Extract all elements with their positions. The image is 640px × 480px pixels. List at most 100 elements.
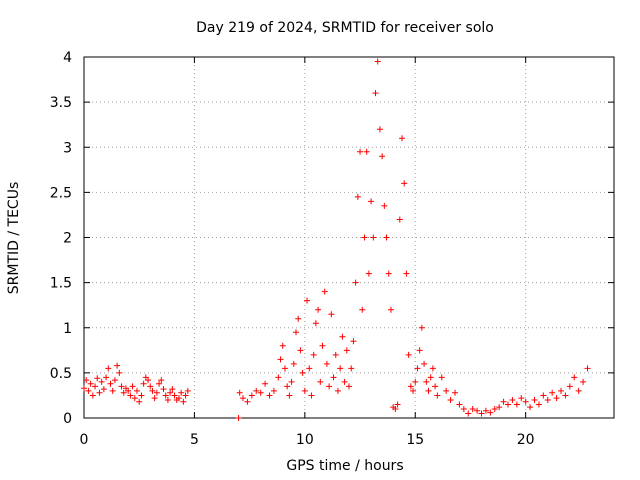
data-point bbox=[361, 234, 368, 241]
data-point bbox=[105, 365, 112, 372]
data-series bbox=[81, 58, 591, 421]
data-point bbox=[381, 202, 388, 209]
chart-title: Day 219 of 2024, SRMTID for receiver sol… bbox=[196, 20, 494, 36]
data-point bbox=[482, 407, 489, 414]
y-tick-label: 4 bbox=[63, 50, 72, 66]
data-point bbox=[509, 396, 516, 403]
data-point bbox=[505, 401, 511, 408]
data-point bbox=[427, 374, 434, 381]
data-point bbox=[284, 383, 291, 390]
x-tick-label: 10 bbox=[296, 432, 314, 448]
data-point bbox=[304, 297, 311, 304]
data-point bbox=[474, 407, 481, 414]
data-point bbox=[575, 387, 582, 394]
data-point bbox=[134, 387, 140, 394]
data-point bbox=[109, 387, 116, 394]
data-point bbox=[136, 398, 143, 405]
data-point bbox=[370, 234, 377, 241]
data-point bbox=[286, 392, 293, 399]
data-point bbox=[558, 387, 564, 394]
data-point bbox=[81, 385, 87, 392]
data-point bbox=[96, 389, 103, 396]
data-point bbox=[487, 409, 494, 416]
data-point bbox=[156, 380, 163, 387]
data-point bbox=[385, 270, 392, 277]
data-point bbox=[301, 387, 308, 394]
data-point bbox=[438, 374, 445, 381]
data-point bbox=[540, 392, 547, 399]
data-point bbox=[571, 374, 578, 381]
data-point bbox=[383, 234, 390, 241]
data-point bbox=[403, 270, 410, 277]
data-point bbox=[107, 380, 114, 387]
data-point bbox=[236, 389, 243, 396]
y-tick-label: 2 bbox=[63, 231, 72, 247]
data-point bbox=[111, 377, 118, 384]
data-point bbox=[365, 270, 372, 277]
data-point bbox=[129, 383, 136, 390]
data-point bbox=[147, 383, 154, 390]
data-point bbox=[270, 387, 277, 394]
data-point bbox=[279, 342, 286, 349]
data-point bbox=[394, 401, 401, 408]
data-point bbox=[332, 351, 339, 358]
data-point bbox=[297, 347, 304, 354]
data-point bbox=[175, 395, 182, 402]
data-point bbox=[350, 338, 357, 345]
data-point bbox=[184, 387, 191, 394]
data-point bbox=[434, 392, 441, 399]
grid-lines bbox=[84, 57, 614, 418]
data-point bbox=[374, 58, 381, 65]
x-tick-label: 20 bbox=[517, 432, 535, 448]
data-point bbox=[151, 395, 158, 402]
data-point bbox=[244, 398, 251, 405]
data-point bbox=[348, 365, 355, 372]
data-point bbox=[334, 387, 341, 394]
data-point bbox=[513, 401, 520, 408]
data-point bbox=[399, 135, 405, 142]
data-point bbox=[432, 383, 439, 390]
data-point bbox=[138, 392, 145, 399]
data-point bbox=[531, 396, 538, 403]
data-point bbox=[401, 180, 408, 187]
data-point bbox=[341, 378, 348, 385]
data-point bbox=[266, 392, 273, 399]
x-axis-label: GPS time / hours bbox=[286, 458, 403, 474]
data-point bbox=[376, 126, 383, 133]
data-point bbox=[118, 383, 125, 390]
data-point bbox=[100, 386, 107, 393]
data-point bbox=[343, 347, 350, 354]
data-point bbox=[330, 374, 337, 381]
data-point bbox=[359, 306, 366, 313]
data-point bbox=[180, 398, 187, 405]
data-point bbox=[518, 395, 525, 402]
data-point bbox=[158, 377, 165, 384]
y-tick-label: 2.5 bbox=[50, 185, 72, 201]
data-point bbox=[328, 311, 335, 318]
data-point bbox=[522, 398, 529, 405]
data-point bbox=[125, 387, 132, 394]
y-tick-label: 3 bbox=[63, 140, 72, 156]
data-point bbox=[566, 383, 573, 390]
data-point bbox=[131, 395, 138, 402]
data-point bbox=[456, 401, 463, 408]
y-tick-label: 0 bbox=[63, 411, 72, 427]
data-point bbox=[368, 198, 375, 205]
data-point bbox=[169, 386, 176, 393]
data-point bbox=[544, 396, 551, 403]
data-point bbox=[379, 153, 386, 160]
data-point bbox=[500, 398, 507, 405]
data-point bbox=[346, 383, 352, 390]
y-tick-label: 0.5 bbox=[50, 366, 72, 382]
data-point bbox=[372, 90, 379, 97]
data-point bbox=[423, 378, 430, 385]
data-point bbox=[319, 342, 326, 349]
data-point bbox=[248, 392, 255, 399]
x-axis: 0 5 10 15 20 bbox=[80, 57, 535, 448]
data-point bbox=[114, 362, 121, 369]
data-point bbox=[527, 404, 534, 411]
data-point bbox=[465, 410, 472, 417]
data-point bbox=[293, 329, 299, 336]
data-point bbox=[87, 380, 94, 387]
data-point bbox=[94, 375, 101, 382]
